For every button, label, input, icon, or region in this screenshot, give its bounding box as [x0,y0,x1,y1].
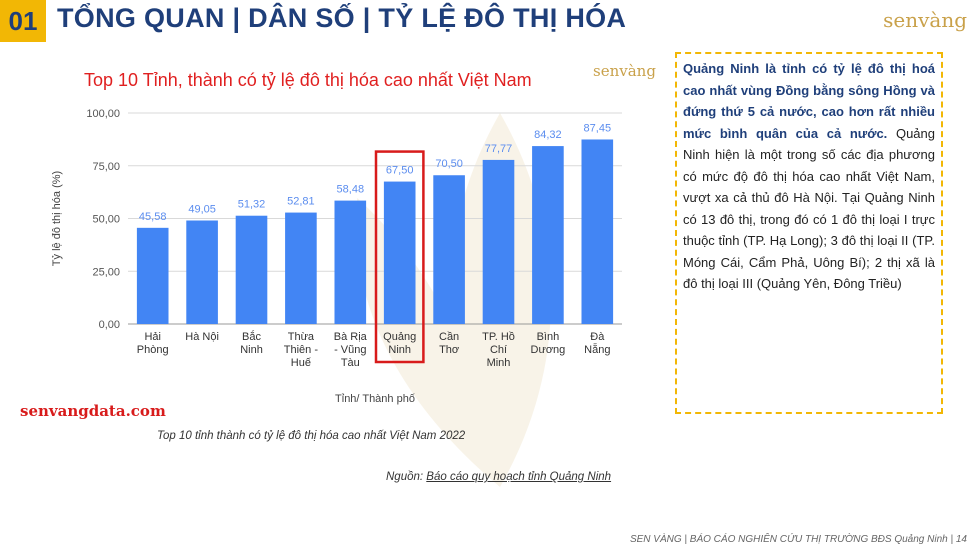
x-tick-label: Thơ [439,344,459,356]
data-label: 67,50 [386,165,414,177]
y-tick-label: 100,00 [86,108,120,120]
brand-logo: senvàng [883,8,967,32]
site-url: senvangdata.com [20,402,166,420]
x-tick-label: Bình [537,331,560,343]
x-tick-label: Bà Rịa [334,331,368,343]
x-tick-label: Dương [531,344,566,356]
bar [581,139,614,324]
x-tick-label: Hải [144,331,161,343]
x-tick-label: TP. Hồ [482,331,515,343]
summary-textbox: Quảng Ninh là tỉnh có tỷ lệ đô thị hoá c… [675,52,943,414]
x-tick-label: Nẵng [584,343,610,356]
data-label: 87,45 [584,122,612,134]
chart-title: Top 10 Tỉnh, thành có tỷ lệ đô thị hóa c… [84,70,532,90]
bar [433,175,465,324]
chart-brand-logo: senvàng [593,62,656,80]
source-prefix: Nguồn: [386,471,427,483]
bar [186,220,218,324]
x-tick-label: Chí [490,344,507,356]
x-tick-label: Đà [590,331,605,343]
x-tick-label: Ninh [240,344,263,356]
x-tick-label: Hà Nội [185,331,219,343]
y-tick-label: 0,00 [99,319,120,331]
bar [136,227,169,324]
summary-body: Quảng Ninh hiện là một trong số các địa … [683,125,935,292]
x-tick-label: Minh [487,357,511,369]
x-tick-label: Bắc [242,330,261,343]
highlight-box [374,150,425,364]
section-number: 01 [0,0,46,42]
data-label: 77,77 [485,143,513,155]
page-title: TỔNG QUAN | DÂN SỐ | TỶ LỆ ĐÔ THỊ HÓA [57,3,627,33]
y-axis-label: Tỷ lệ đô thị hóa (%) [51,171,63,266]
summary-highlight: Quảng Ninh là tỉnh có tỷ lệ đô thị hoá c… [683,61,935,141]
data-label: 70,50 [435,158,463,170]
y-tick-label: 50,00 [92,214,120,226]
x-tick-label: - Vũng [334,344,366,356]
data-label: 58,48 [337,184,365,196]
bar [334,200,367,324]
y-tick-label: 75,00 [92,161,120,173]
footer: SEN VÀNG | BÁO CÁO NGHIÊN CỨU THỊ TRƯỜNG… [629,534,967,545]
y-tick-label: 25,00 [92,266,120,278]
x-tick-label: Ninh [388,344,411,356]
data-label: 51,32 [238,199,266,211]
x-tick-label: Phòng [137,344,169,356]
x-tick-label: Tàu [341,357,360,369]
x-tick-label: Thiên - [284,344,319,356]
data-label: 49,05 [188,204,216,216]
data-label: 84,32 [534,129,562,141]
source-line: Nguồn: Báo cáo quy hoạch tỉnh Quảng Ninh [386,471,611,483]
x-tick-label: Thừa [288,331,315,343]
bar [482,159,515,324]
x-tick-label: Cần [439,331,459,343]
bar [383,181,416,324]
bar [285,212,317,324]
chart-caption: Top 10 tỉnh thành có tỷ lệ đô thị hóa ca… [157,430,466,442]
data-label: 45,58 [139,211,167,223]
x-axis-label: Tỉnh/ Thành phố [335,393,415,405]
x-tick-label: Huế [291,357,311,369]
x-tick-label: Quảng [383,331,416,343]
bar [235,215,268,324]
source-link[interactable]: Báo cáo quy hoạch tỉnh Quảng Ninh [426,471,612,483]
data-label: 52,81 [287,196,315,208]
bar [532,146,564,324]
